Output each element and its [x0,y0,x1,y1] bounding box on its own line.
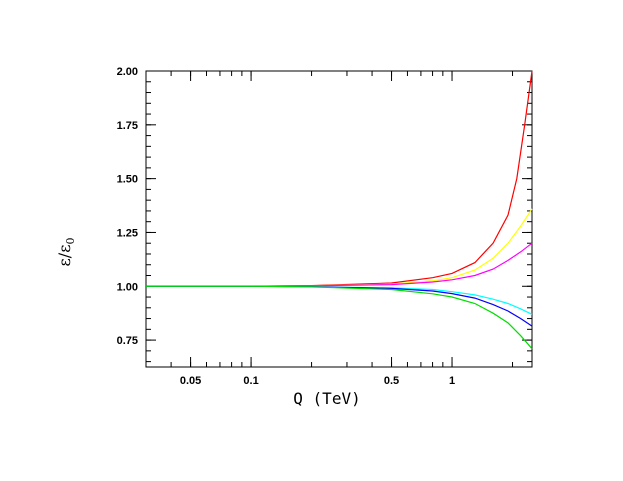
x-tick-label: 0.05 [180,375,201,387]
y-axis-label-main: ε/ε [55,245,74,267]
major-ticks [146,70,532,367]
x-axis-label: Q (TeV) [293,389,360,408]
y-axis-label-group: ε/ε0 [55,238,77,267]
series-line-1 [146,70,533,287]
x-tick-label: 0.1 [243,375,258,387]
minor-ticks [145,70,532,367]
series-group [146,70,533,350]
y-tick-label: 1.50 [117,174,138,186]
x-tick-labels: 0.05 0.1 0.5 1 [180,375,455,387]
x-tick-label: 0.5 [384,375,399,387]
y-tick-labels: 0.75 1.00 1.25 1.50 1.75 2.00 [117,66,138,347]
y-axis-label-subscript: 0 [64,238,77,245]
series-line-4 [146,285,533,315]
y-tick-label: 0.75 [117,335,138,347]
y-axis-label: ε/ε0 [55,238,77,267]
series-line-3 [146,242,533,287]
y-tick-label: 2.00 [117,66,138,78]
x-tick-label: 1 [449,375,455,387]
y-tick-label: 1.00 [117,281,138,293]
series-line-5 [146,285,533,327]
y-tick-label: 1.75 [117,120,138,132]
y-tick-label: 1.25 [117,227,138,239]
series-line-6 [146,285,533,350]
plot-frame [145,70,533,368]
series-line-2 [146,208,533,287]
